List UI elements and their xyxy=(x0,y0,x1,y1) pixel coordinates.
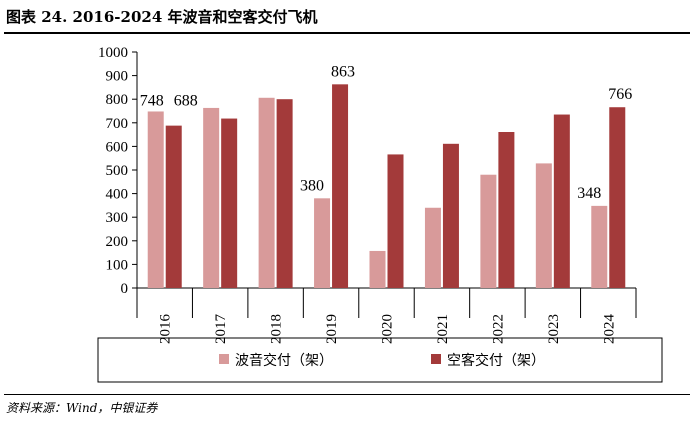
bar-boeing xyxy=(535,163,552,288)
legend-label: 波音交付（架） xyxy=(235,352,333,369)
data-label: 380 xyxy=(300,177,324,194)
y-tick-label: 200 xyxy=(106,234,129,250)
bar-boeing xyxy=(314,198,331,288)
bar-airbus xyxy=(553,114,570,288)
x-tick-label: 2019 xyxy=(324,314,340,344)
legend-box xyxy=(97,337,663,383)
x-tick-label: 2021 xyxy=(435,314,451,344)
y-tick-label: 100 xyxy=(106,257,129,273)
y-tick-label: 500 xyxy=(106,163,129,179)
bar-airbus xyxy=(165,125,182,288)
bar-airbus xyxy=(276,99,293,288)
legend-label: 空客交付（架） xyxy=(447,352,545,369)
bar-boeing xyxy=(147,111,164,288)
y-tick-label: 800 xyxy=(106,92,129,108)
x-tick-label: 2024 xyxy=(601,314,617,345)
bar-airbus xyxy=(498,132,515,288)
bar-boeing xyxy=(480,174,497,288)
x-tick-label: 2016 xyxy=(158,314,174,345)
legend-swatch xyxy=(219,354,229,364)
x-tick-label: 2017 xyxy=(213,314,229,345)
source-note: 资料来源：Wind，中银证券 xyxy=(6,401,158,415)
bar-airbus xyxy=(609,107,626,288)
bar-airbus xyxy=(221,118,238,288)
data-label: 748 xyxy=(140,92,164,109)
y-tick-label: 300 xyxy=(106,210,129,226)
data-label: 766 xyxy=(608,86,632,103)
bar-airbus xyxy=(332,84,349,288)
y-tick-label: 700 xyxy=(106,116,129,132)
x-tick-label: 2018 xyxy=(269,314,285,344)
data-label: 688 xyxy=(174,92,198,109)
bar-boeing xyxy=(369,250,386,288)
x-tick-label: 2022 xyxy=(490,314,506,344)
bar-airbus xyxy=(442,143,459,288)
bar-airbus xyxy=(387,154,404,288)
bar-boeing xyxy=(591,205,608,288)
bar-boeing xyxy=(203,107,220,288)
bar-boeing xyxy=(424,207,441,288)
title-rule xyxy=(4,32,690,34)
data-label: 863 xyxy=(331,63,355,80)
y-tick-label: 900 xyxy=(106,69,129,85)
x-tick-label: 2020 xyxy=(380,314,396,344)
legend-swatch xyxy=(431,354,441,364)
y-tick-label: 1000 xyxy=(98,45,128,61)
data-label: 348 xyxy=(577,185,601,202)
y-tick-label: 0 xyxy=(121,281,129,297)
source-rule xyxy=(4,394,690,395)
x-tick-label: 2023 xyxy=(546,314,562,344)
y-tick-label: 600 xyxy=(106,139,129,155)
y-tick-label: 400 xyxy=(106,187,129,203)
chart-title: 图表 24. 2016-2024 年波音和空客交付飞机 xyxy=(6,8,318,26)
bar-boeing xyxy=(258,97,275,288)
